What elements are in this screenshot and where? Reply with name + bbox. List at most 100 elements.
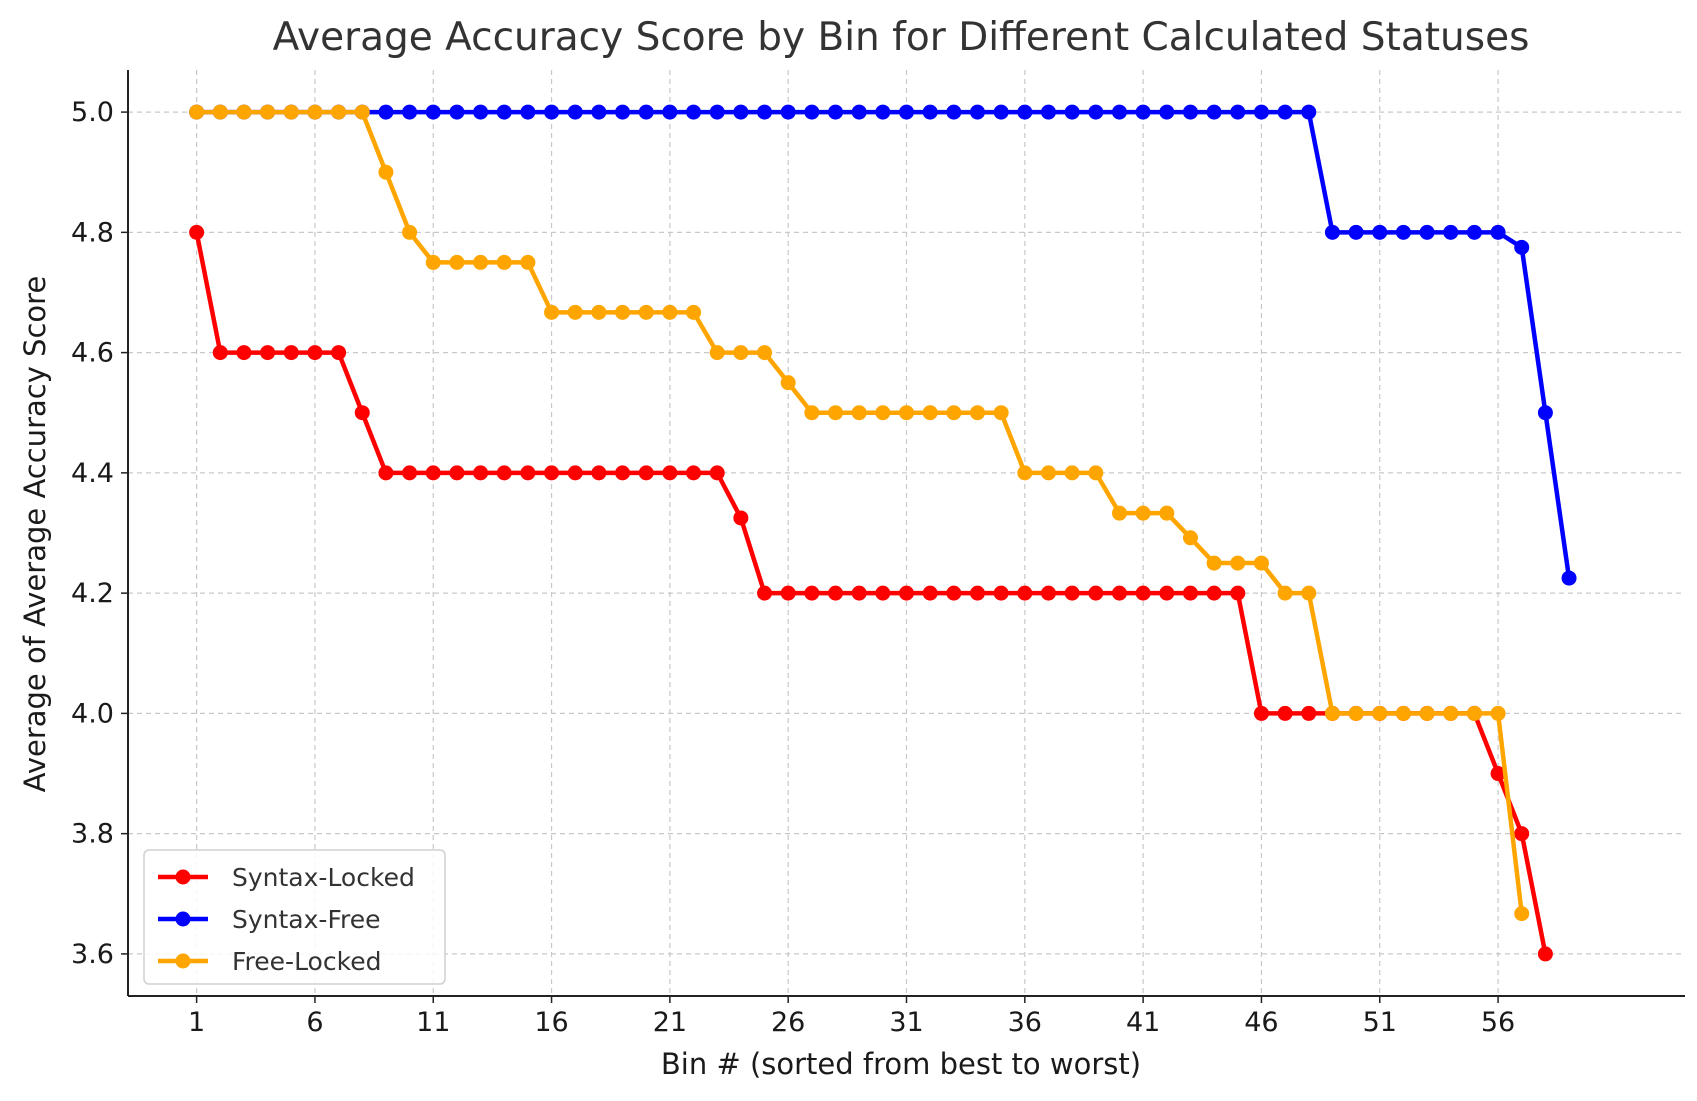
data-point-free-locked — [1088, 465, 1104, 481]
data-point-syntax-locked — [686, 465, 702, 481]
data-point-syntax-locked — [1301, 705, 1317, 721]
legend-item-syntax-free: Syntax-Free — [158, 905, 381, 934]
data-point-free-locked — [591, 304, 607, 320]
data-point-syntax-locked — [425, 465, 441, 481]
data-point-free-locked — [236, 104, 252, 120]
data-point-free-locked — [307, 104, 323, 120]
y-tick-label: 5.0 — [71, 97, 114, 128]
data-point-free-locked — [1277, 585, 1293, 601]
data-point-free-locked — [1301, 585, 1317, 601]
data-point-syntax-locked — [1537, 946, 1553, 962]
data-point-syntax-locked — [969, 585, 985, 601]
data-point-syntax-free — [899, 104, 914, 120]
data-point-syntax-locked — [1514, 826, 1530, 842]
data-point-syntax-locked — [544, 465, 560, 481]
data-point-syntax-free — [1514, 239, 1530, 255]
data-point-free-locked — [1466, 705, 1482, 721]
x-tick-label: 6 — [306, 1007, 323, 1038]
data-point-syntax-free — [1348, 224, 1364, 240]
data-point-free-locked — [449, 254, 465, 270]
data-point-syntax-locked — [236, 345, 252, 361]
data-point-syntax-free — [1253, 104, 1269, 120]
data-point-free-locked — [686, 304, 702, 320]
data-point-syntax-locked — [307, 345, 323, 361]
data-point-syntax-locked — [780, 585, 796, 601]
data-point-syntax-free — [922, 104, 938, 120]
data-point-syntax-free — [544, 104, 560, 120]
data-point-syntax-free — [1017, 104, 1033, 120]
data-point-syntax-free — [946, 104, 962, 120]
data-point-syntax-free — [1088, 104, 1104, 120]
data-point-syntax-locked — [946, 585, 962, 601]
y-tick-label: 4.2 — [71, 578, 114, 609]
data-point-syntax-free — [567, 104, 583, 120]
data-point-syntax-free — [851, 104, 867, 120]
data-point-syntax-free — [780, 104, 796, 120]
axes: 1 6 11 16 21 26 31 36 41 46 51 563.63.84.04.24.44.6… — [71, 70, 1685, 1038]
data-point-free-locked — [662, 304, 678, 320]
data-point-syntax-free — [1301, 104, 1317, 120]
data-point-syntax-free — [757, 104, 773, 120]
data-point-syntax-locked — [1253, 705, 1269, 721]
data-point-free-locked — [283, 104, 299, 120]
data-point-free-locked — [993, 405, 1009, 421]
data-point-syntax-locked — [189, 224, 205, 240]
data-point-syntax-locked — [591, 465, 607, 481]
data-point-syntax-free — [1443, 224, 1459, 240]
x-tick-label: 21 — [653, 1007, 687, 1038]
data-point-syntax-locked — [828, 585, 844, 601]
data-point-free-locked — [473, 254, 489, 270]
data-point-syntax-free — [473, 104, 489, 120]
data-point-syntax-free — [1230, 104, 1246, 120]
y-tick-label: 4.0 — [71, 698, 114, 729]
data-point-syntax-free — [1159, 104, 1175, 120]
data-point-free-locked — [899, 405, 914, 421]
data-point-syntax-locked — [331, 345, 347, 361]
data-point-syntax-free — [1064, 104, 1080, 120]
data-point-free-locked — [1395, 705, 1411, 721]
data-point-syntax-free — [638, 104, 654, 120]
data-point-free-locked — [1206, 555, 1222, 571]
x-tick-label: 46 — [1244, 1007, 1278, 1038]
data-point-syntax-free — [1490, 224, 1506, 240]
data-point-syntax-locked — [709, 465, 725, 481]
data-point-free-locked — [780, 375, 796, 391]
data-point-free-locked — [1064, 465, 1080, 481]
data-point-syntax-locked — [402, 465, 418, 481]
data-point-free-locked — [331, 104, 347, 120]
x-tick-label: 41 — [1126, 1007, 1160, 1038]
data-point-free-locked — [733, 345, 749, 361]
data-point-free-locked — [922, 405, 938, 421]
data-point-syntax-locked — [260, 345, 276, 361]
data-point-syntax-locked — [567, 465, 583, 481]
data-point-syntax-locked — [804, 585, 820, 601]
data-point-free-locked — [851, 405, 867, 421]
data-point-syntax-locked — [875, 585, 891, 601]
series-line-syntax-locked — [194, 231, 1548, 955]
data-point-syntax-locked — [449, 465, 465, 481]
data-point-free-locked — [1514, 906, 1530, 922]
data-point-syntax-locked — [212, 345, 228, 361]
legend-marker-free-locked — [175, 953, 191, 969]
data-point-syntax-locked — [1490, 766, 1506, 782]
data-point-free-locked — [496, 254, 512, 270]
data-point-syntax-free — [1206, 104, 1222, 120]
data-point-free-locked — [1135, 505, 1151, 521]
data-point-syntax-free — [828, 104, 844, 120]
data-point-syntax-free — [615, 104, 631, 120]
legend-item-free-locked: Free-Locked — [158, 947, 381, 976]
series-layer — [189, 104, 1577, 962]
data-point-free-locked — [1490, 705, 1506, 721]
data-point-free-locked — [567, 304, 583, 320]
legend: Syntax-Locked Syntax-Free Free-Locked — [143, 849, 446, 985]
legend-marker-syntax-locked — [175, 869, 191, 885]
data-point-syntax-locked — [473, 465, 489, 481]
data-point-syntax-locked — [993, 585, 1009, 601]
legend-label-free-locked: Free-Locked — [232, 947, 381, 976]
data-point-syntax-locked — [1230, 585, 1246, 601]
data-point-syntax-free — [1561, 570, 1577, 586]
data-point-syntax-locked — [1206, 585, 1222, 601]
data-point-free-locked — [638, 304, 654, 320]
y-tick-label: 4.4 — [71, 458, 114, 489]
